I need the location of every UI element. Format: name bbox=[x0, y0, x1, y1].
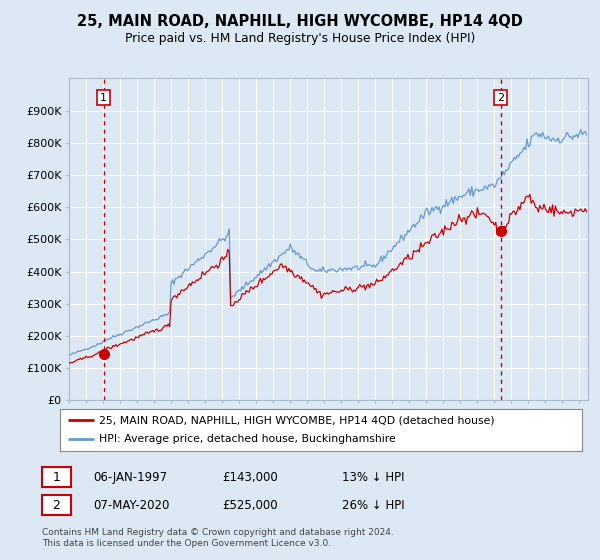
Text: 1: 1 bbox=[52, 470, 61, 484]
Text: Price paid vs. HM Land Registry's House Price Index (HPI): Price paid vs. HM Land Registry's House … bbox=[125, 32, 475, 45]
Text: £143,000: £143,000 bbox=[222, 470, 278, 484]
Text: Contains HM Land Registry data © Crown copyright and database right 2024.
This d: Contains HM Land Registry data © Crown c… bbox=[42, 528, 394, 548]
Text: 13% ↓ HPI: 13% ↓ HPI bbox=[342, 470, 404, 484]
Text: 25, MAIN ROAD, NAPHILL, HIGH WYCOMBE, HP14 4QD: 25, MAIN ROAD, NAPHILL, HIGH WYCOMBE, HP… bbox=[77, 14, 523, 29]
Text: £525,000: £525,000 bbox=[222, 498, 278, 512]
Text: 25, MAIN ROAD, NAPHILL, HIGH WYCOMBE, HP14 4QD (detached house): 25, MAIN ROAD, NAPHILL, HIGH WYCOMBE, HP… bbox=[99, 415, 495, 425]
Text: 2: 2 bbox=[52, 498, 61, 512]
Text: 07-MAY-2020: 07-MAY-2020 bbox=[93, 498, 169, 512]
Text: 26% ↓ HPI: 26% ↓ HPI bbox=[342, 498, 404, 512]
Text: 2: 2 bbox=[497, 93, 504, 102]
Text: 1: 1 bbox=[100, 93, 107, 102]
Text: HPI: Average price, detached house, Buckinghamshire: HPI: Average price, detached house, Buck… bbox=[99, 435, 396, 445]
Text: 06-JAN-1997: 06-JAN-1997 bbox=[93, 470, 167, 484]
